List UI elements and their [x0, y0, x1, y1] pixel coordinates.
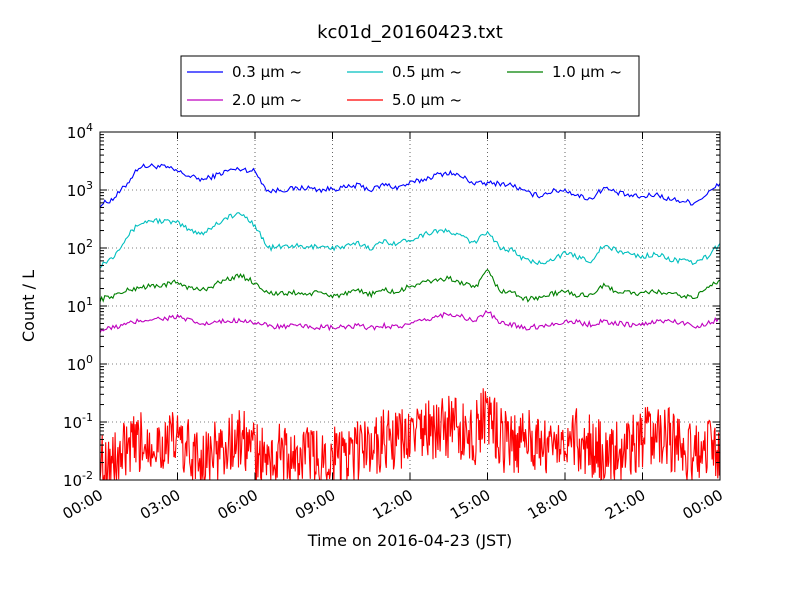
y-tick-label: 10-1	[63, 411, 93, 432]
x-tick-label: 00:00	[60, 486, 106, 523]
plot-area	[99, 131, 721, 481]
x-tick-label: 18:00	[525, 486, 571, 523]
y-tick-label: 101	[67, 295, 93, 316]
y-tick-label: 10-2	[63, 469, 93, 490]
x-tick-label: 15:00	[447, 486, 493, 523]
series-line	[99, 212, 721, 269]
legend: 0.3 μm ~ 0.5 μm ~ 1.0 μm ~ 2.0 μm ~ 5.0 μm ~	[180, 55, 640, 117]
chart-title: kc01d_20160423.txt	[317, 22, 503, 43]
legend-label: 5.0 μm ~	[392, 91, 462, 109]
series-line	[99, 388, 721, 481]
series-lines	[99, 163, 721, 481]
legend-frame	[180, 55, 640, 117]
x-tick-label: 00:00	[680, 486, 726, 523]
y-tick-label: 100	[67, 353, 93, 374]
x-tick-label: 09:00	[292, 486, 338, 523]
y-tick-label: 104	[67, 121, 93, 142]
x-tick-label: 21:00	[602, 486, 648, 523]
legend-label: 2.0 μm ~	[232, 91, 302, 109]
series-line	[99, 309, 721, 334]
legend-label: 0.5 μm ~	[392, 63, 462, 81]
ticks	[99, 131, 721, 481]
y-tick-labels: 10-2 10-1 100 101 102 103 104	[63, 121, 93, 490]
legend-label: 0.3 μm ~	[232, 63, 302, 81]
series-line	[99, 268, 721, 303]
x-tick-label: 06:00	[215, 486, 261, 523]
legend-label: 1.0 μm ~	[552, 63, 622, 81]
x-tick-label: 12:00	[370, 486, 416, 523]
y-tick-label: 103	[67, 179, 93, 200]
x-tick-label: 03:00	[137, 486, 183, 523]
y-tick-label: 102	[67, 237, 93, 258]
x-axis-label: Time on 2016-04-23 (JST)	[307, 531, 512, 550]
y-axis-label: Count / L	[19, 270, 38, 342]
x-tick-labels: 00:00 03:00 06:00 09:00 12:00 15:00 18:00 21:00…	[60, 486, 726, 523]
series-line	[99, 163, 721, 208]
